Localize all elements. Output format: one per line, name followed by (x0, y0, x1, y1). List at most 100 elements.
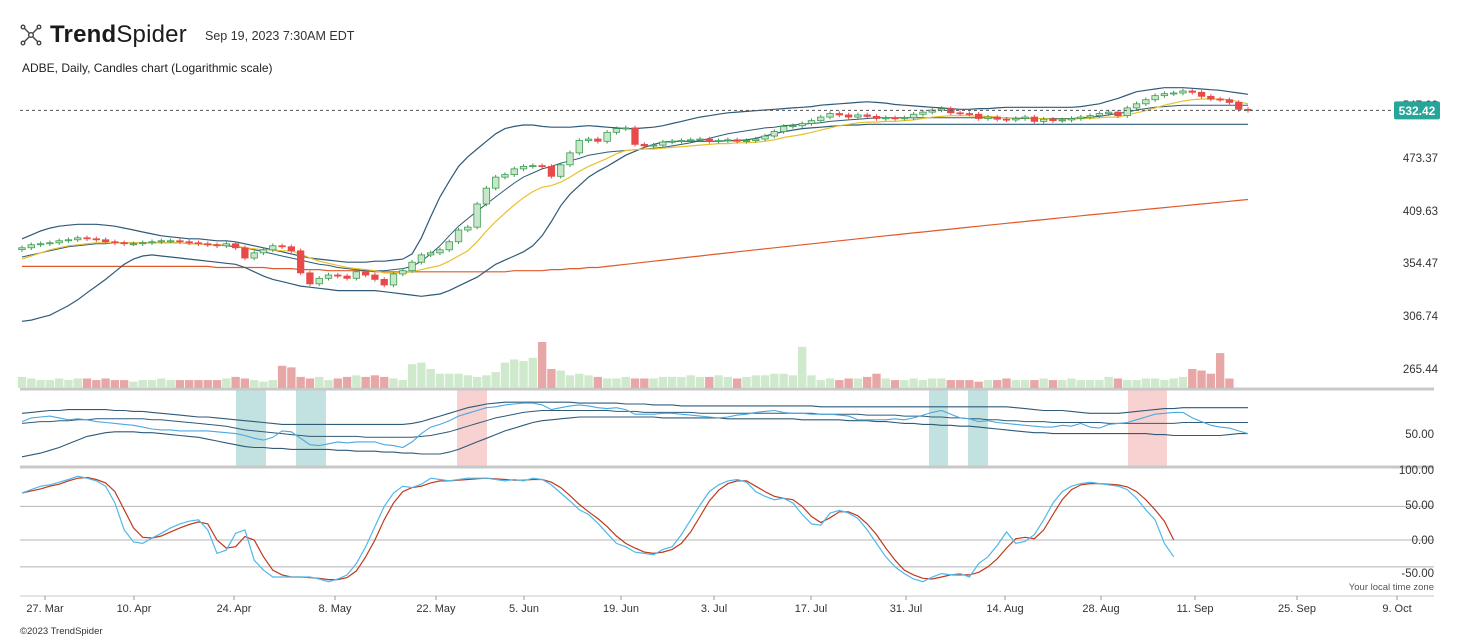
candle-body (993, 116, 1001, 120)
volume-bar (389, 378, 398, 388)
highlight-zone (929, 390, 948, 466)
candle-body (380, 279, 388, 286)
volume-bar (435, 373, 445, 388)
volume-bar (305, 378, 315, 388)
candle-body (705, 138, 713, 142)
candle-body (668, 140, 676, 143)
panel-dividers (20, 387, 1434, 597)
volume-bar (640, 378, 649, 388)
volume-bar (621, 376, 630, 388)
candle-body (315, 277, 323, 285)
volume-bar (751, 375, 760, 388)
volume-bar (519, 361, 528, 388)
volume-bar (463, 375, 472, 388)
volume-bar (361, 376, 370, 388)
candle-body (817, 116, 825, 122)
candle-body (770, 131, 778, 137)
volume-bar (194, 380, 203, 388)
volume-bar (82, 378, 92, 388)
candle-body (1114, 111, 1122, 117)
volume-bar (909, 378, 918, 388)
candle-body (900, 117, 908, 120)
volume-bar (742, 376, 751, 388)
stochastic-tick-label: -50.00 (1401, 568, 1434, 580)
volume-bar (1076, 380, 1085, 388)
volume-bar (407, 364, 417, 388)
candle-body (575, 140, 583, 154)
volume-bar (593, 376, 603, 388)
volume-bar (212, 380, 222, 388)
volume-bar (73, 378, 82, 388)
volume-bar (965, 380, 974, 388)
candle-body (975, 113, 983, 119)
candle-body (417, 254, 426, 263)
ema-line (21, 98, 1249, 274)
candle-body (64, 239, 73, 242)
candle-body (185, 241, 193, 244)
candle-body (157, 240, 165, 243)
rsi-panel (21, 401, 1249, 458)
volume-bar (779, 373, 788, 388)
candle-body (1086, 115, 1094, 118)
volume-bar (259, 381, 268, 388)
candle-body (1188, 90, 1196, 93)
volume-bar (27, 378, 36, 388)
candle-body (101, 239, 110, 243)
candle-body (510, 168, 518, 176)
volume-bar (890, 380, 900, 388)
candle-body (984, 116, 992, 119)
x-tick-label: 31. Jul (890, 603, 922, 615)
x-tick-label: 22. May (416, 603, 456, 615)
candle-body (1235, 102, 1243, 110)
volume-bar (937, 378, 946, 388)
volume-bar (816, 380, 825, 388)
x-tick-label: 9. Oct (1382, 603, 1411, 615)
volume-bar (147, 380, 157, 388)
last-price-label: 532.42 (1399, 104, 1436, 118)
candle-body (389, 273, 398, 286)
candle-body (789, 125, 797, 128)
candle-body (482, 187, 491, 205)
candle-body (111, 241, 119, 244)
volume-bar (1039, 378, 1048, 388)
volume-bar (1104, 376, 1113, 388)
volume-bar (1020, 380, 1030, 388)
volume-bar (1123, 380, 1132, 388)
candle-body (1170, 92, 1178, 95)
trendspider-logo-icon (20, 24, 42, 46)
candle-body (296, 250, 305, 274)
volume-bar (454, 373, 463, 388)
volume-bar (630, 378, 640, 388)
candle-body (742, 140, 751, 142)
volume-bar (1150, 378, 1160, 388)
candle-body (1049, 118, 1057, 122)
candle-body (724, 139, 732, 142)
candle-body (1216, 98, 1224, 101)
volume-bar (45, 380, 55, 388)
volume-bar (993, 380, 1002, 388)
brand-name: TrendSpider (50, 21, 187, 48)
candle-body (529, 165, 537, 168)
candle-body (1058, 119, 1066, 122)
candle-body (445, 241, 453, 251)
volume-bar (714, 375, 723, 388)
volume-bar (1225, 378, 1234, 388)
volume-bar (723, 376, 733, 388)
volume-bar (175, 380, 185, 388)
volume-bar (185, 380, 194, 388)
volume-bar (417, 362, 426, 388)
candle-body (538, 165, 546, 168)
volume-bar (658, 376, 668, 388)
candle-body (148, 241, 156, 244)
volume-bar (872, 373, 881, 388)
candle-body (807, 120, 816, 124)
candle-body (1021, 116, 1029, 119)
candle-body (501, 174, 509, 178)
candle-body (464, 226, 472, 231)
volume-bar (426, 368, 435, 388)
candle-body (36, 243, 45, 246)
candle-body (1197, 91, 1206, 97)
candle-body (835, 113, 843, 116)
volume-bar (64, 380, 73, 388)
